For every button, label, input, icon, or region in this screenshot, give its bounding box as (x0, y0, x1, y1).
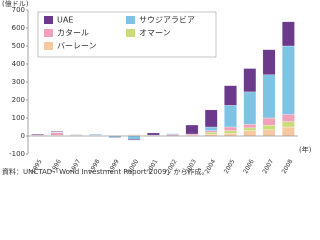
legend-label: カタール (57, 29, 89, 38)
legend-swatch (44, 29, 53, 37)
legend-swatch (44, 16, 53, 24)
bar-segment (282, 114, 295, 122)
bar-segment (282, 126, 295, 137)
bar-segment (262, 74, 276, 119)
legend-swatch (126, 16, 135, 24)
bar-segment (50, 131, 64, 133)
bar-segment (262, 129, 276, 137)
bar-segment (185, 133, 199, 136)
y-tick-label: 200 (12, 96, 25, 104)
bar-segment (282, 121, 295, 128)
bar-segment (185, 124, 199, 135)
bar-segment (127, 134, 141, 136)
legend-swatch (44, 42, 53, 50)
source: 資料：UNCTAD「World Investment Report 2009」か… (2, 167, 209, 176)
x-tick-label: 2005 (223, 158, 237, 175)
bar-segment (127, 139, 141, 141)
bar-segment (224, 105, 237, 128)
bar-segment (243, 130, 257, 137)
legend-label: オマーン (139, 29, 171, 38)
bar-segment (262, 117, 276, 126)
bar-segment (31, 133, 44, 136)
y-tick-label: 700 (12, 6, 25, 14)
y-tick-label: 300 (12, 78, 25, 86)
x-tick-label: 2008 (281, 158, 295, 175)
bar-segment (243, 127, 257, 131)
y-tick-label: -100 (9, 150, 25, 158)
bar-segment (282, 21, 295, 47)
x-tick-label: 2007 (261, 158, 275, 175)
y-tick-label: 600 (12, 24, 25, 32)
bar-segment (204, 109, 218, 128)
bar-segment (50, 132, 64, 136)
legend-label: バーレーン (57, 42, 97, 51)
x-tick-label: 2004 (204, 158, 218, 175)
legend-label: サウジアラビア (139, 16, 195, 25)
x-axis-label: (年) (299, 145, 311, 154)
bar-segment (224, 126, 237, 131)
bar-segment (243, 91, 257, 125)
bar-segment (204, 132, 218, 135)
bar-segment (243, 68, 257, 93)
bar-segment (282, 45, 295, 115)
bar-segment (262, 49, 276, 75)
chart: (億ドル) (年) 資料：UNCTAD「World Investment Rep… (2, 0, 312, 176)
bar-segment (224, 85, 237, 106)
y-tick-label: 400 (12, 60, 25, 68)
bar-segment (108, 137, 122, 139)
bar-segment (166, 134, 179, 136)
x-tick-label: 2006 (242, 158, 256, 175)
bar-segment (224, 130, 237, 134)
bar-segment (127, 135, 141, 140)
bar-segment (243, 124, 257, 129)
bar-segment (204, 126, 218, 131)
y-axis-label: (億ドル) (2, 0, 29, 8)
y-tick-label: 0 (21, 132, 25, 140)
bar-segment (224, 133, 237, 137)
y-tick-label: 100 (12, 114, 25, 122)
y-tick-label: 500 (12, 42, 25, 50)
legend-label: UAE (57, 16, 73, 25)
legend-swatch (126, 29, 135, 37)
bar-segment (262, 125, 276, 130)
bar-segment (204, 130, 218, 133)
bar-segment (147, 132, 160, 136)
